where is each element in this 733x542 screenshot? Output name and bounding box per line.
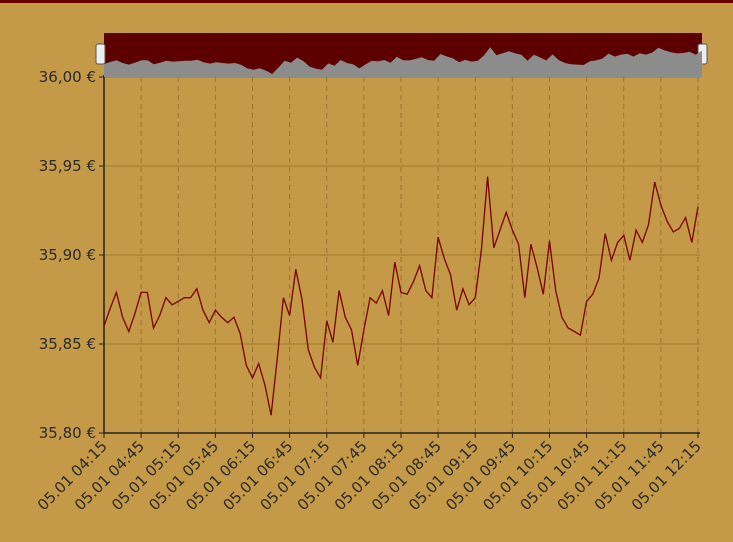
navigator-handle[interactable]	[95, 43, 106, 65]
plot-area: 35,80 €35,85 €35,90 €35,95 €36,00 €05.01…	[34, 68, 705, 514]
price-line	[103, 176, 699, 416]
top-border	[0, 0, 733, 3]
y-tick-label: 35,95 €	[39, 157, 96, 175]
navigator-area	[104, 47, 702, 77]
y-tick-label: 36,00 €	[39, 68, 96, 86]
y-tick-label: 35,80 €	[39, 424, 96, 442]
y-tick-label: 35,85 €	[39, 335, 96, 353]
y-tick-label: 35,90 €	[39, 246, 96, 264]
